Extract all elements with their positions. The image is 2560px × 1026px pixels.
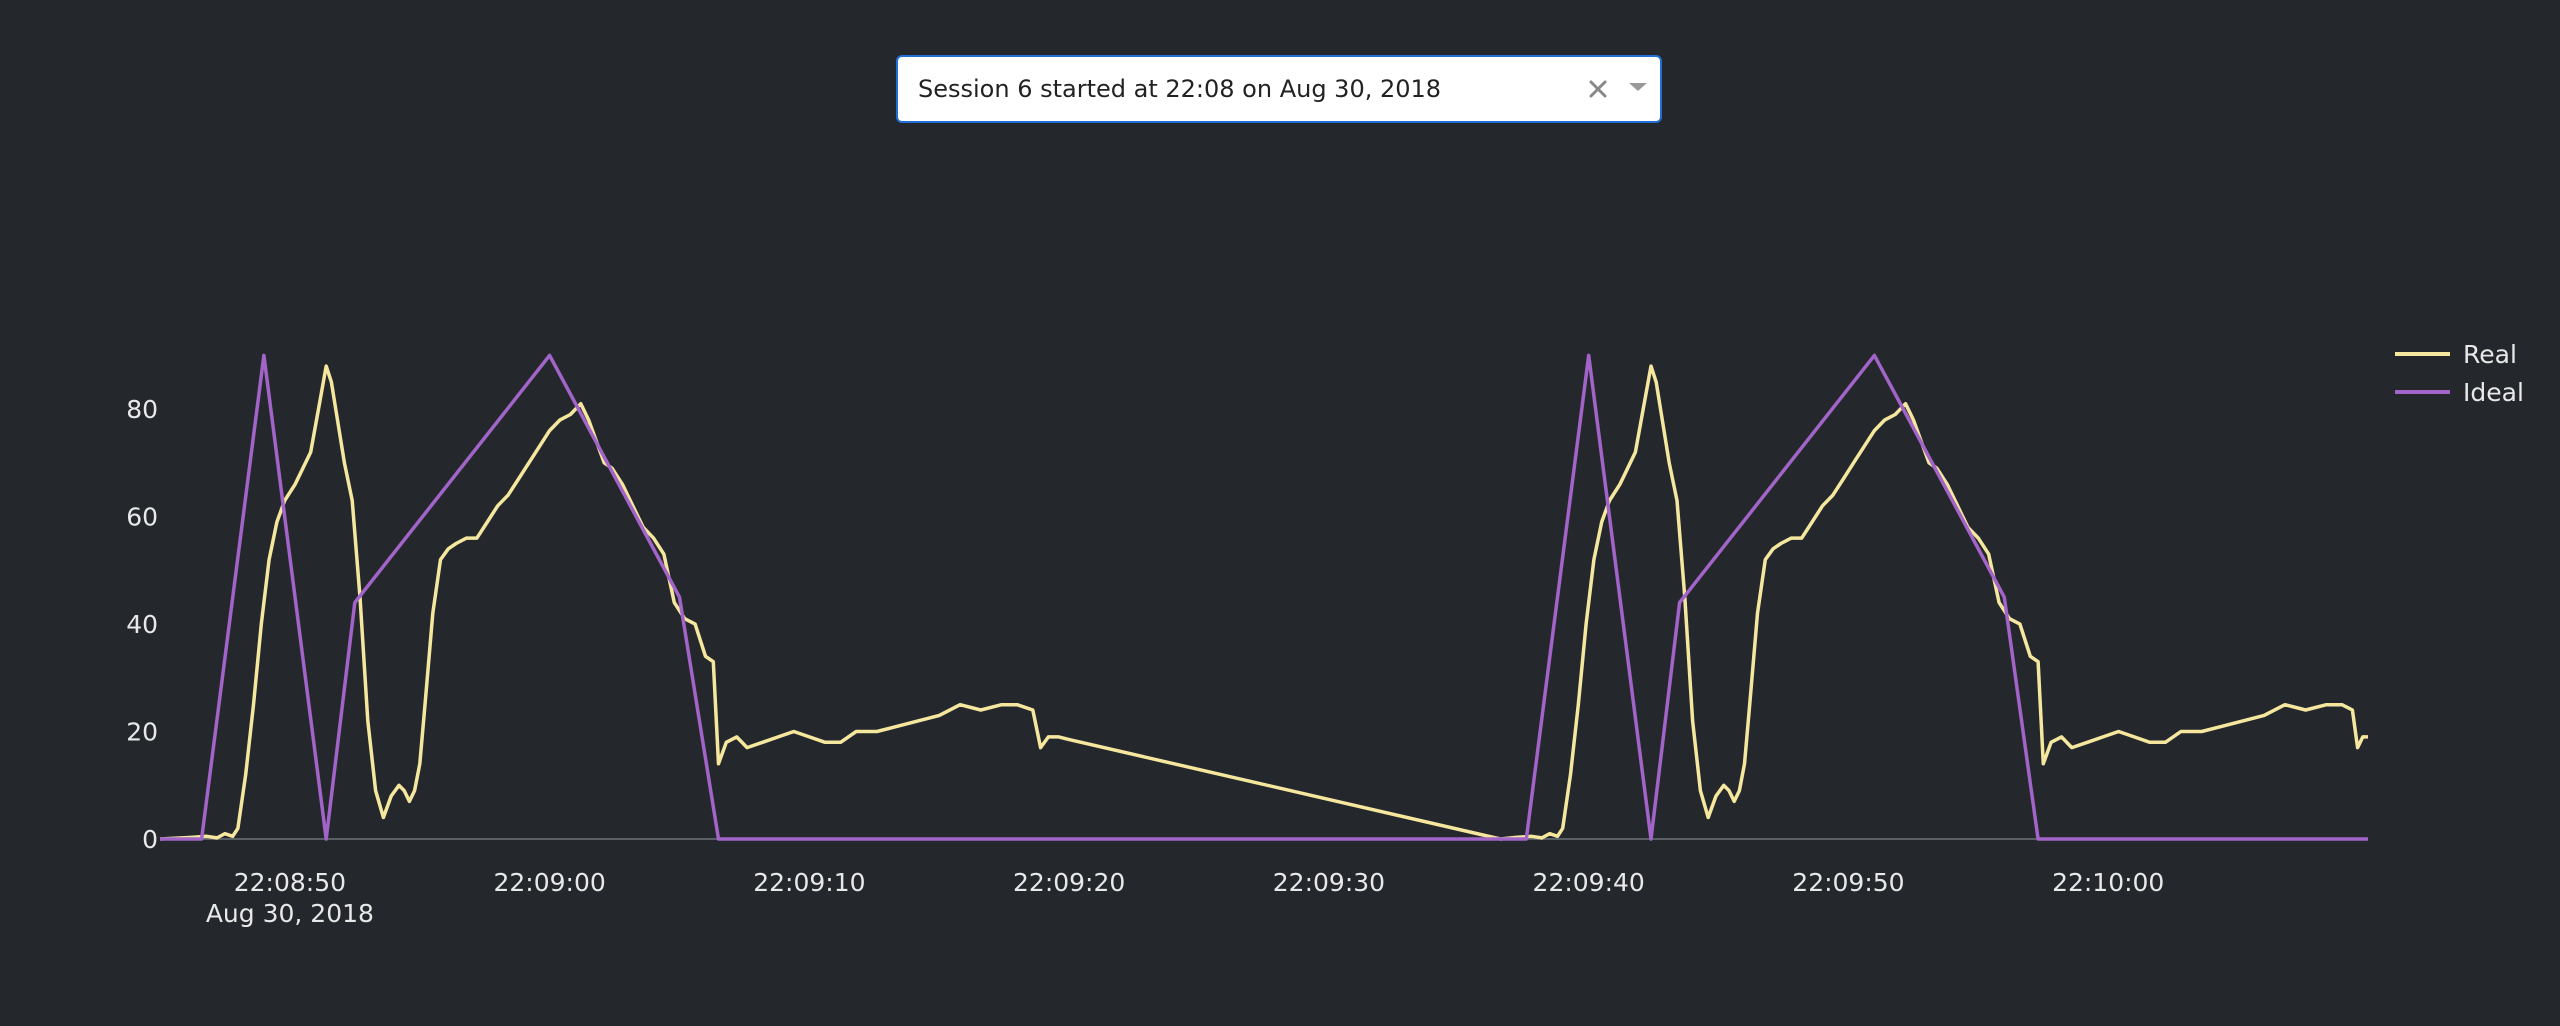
clear-icon[interactable] <box>1582 73 1614 105</box>
x-tick-label: 22:09:00 <box>494 868 606 897</box>
series-line-ideal <box>160 353 2368 841</box>
y-tick-label: 20 <box>126 718 158 747</box>
x-tick-label: 22:09:10 <box>753 868 865 897</box>
x-tick-sublabel: Aug 30, 2018 <box>206 899 374 928</box>
x-tick-label: 22:09:50 <box>1792 868 1904 897</box>
y-tick-label: 40 <box>126 610 158 639</box>
x-tick-label: 22:09:30 <box>1273 868 1385 897</box>
x-tick-label: 22:09:40 <box>1533 868 1645 897</box>
y-tick-label: 0 <box>142 825 158 854</box>
y-tick-label: 80 <box>126 395 158 424</box>
caret-down-icon[interactable] <box>1622 73 1654 105</box>
legend-label-real: Real <box>2463 340 2517 369</box>
y-tick-label: 60 <box>126 503 158 532</box>
session-dropdown-value: Session 6 started at 22:08 on Aug 30, 20… <box>918 75 1442 103</box>
session-dropdown[interactable]: Session 6 started at 22:08 on Aug 30, 20… <box>896 55 1662 123</box>
y-axis: 0 20 40 60 80 <box>126 395 158 854</box>
series-line-real <box>159 364 2368 841</box>
legend-label-ideal: Ideal <box>2463 378 2524 407</box>
legend: Real Ideal <box>2395 340 2524 407</box>
plot-area <box>159 353 2368 841</box>
x-tick-label: 22:09:20 <box>1013 868 1125 897</box>
x-tick-label: 22:08:50 <box>234 868 346 897</box>
x-tick-label: 22:10:00 <box>2052 868 2164 897</box>
